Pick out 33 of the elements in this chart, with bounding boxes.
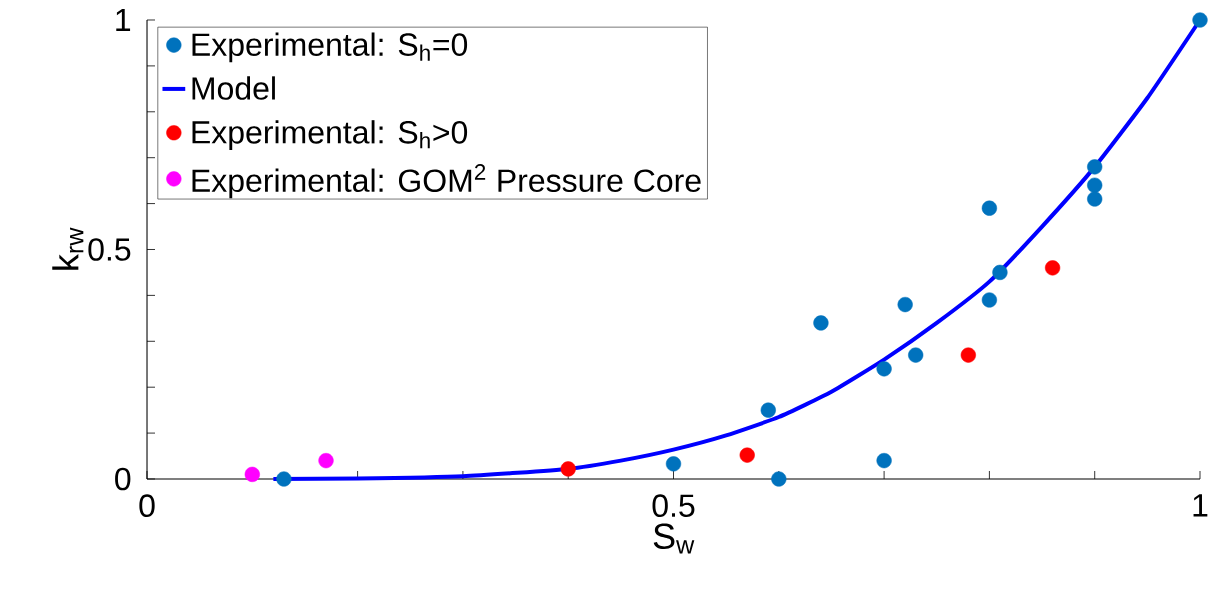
- point: [771, 471, 787, 487]
- point: [665, 456, 682, 472]
- point: [981, 200, 998, 216]
- y-axis-title: k$_{rw}$: [52, 227, 84, 270]
- point: [1087, 177, 1103, 193]
- x-tick-label: 0: [139, 494, 155, 518]
- point: [1087, 159, 1103, 175]
- point: [981, 292, 998, 308]
- point: [318, 453, 334, 469]
- y-tick-label: 0.5: [88, 238, 131, 261]
- point: [908, 347, 924, 363]
- legend-label: Model: [192, 76, 275, 100]
- point: [244, 466, 260, 482]
- point: [276, 471, 292, 487]
- x-axis-title: S$_{w}$: [653, 523, 695, 554]
- point: [1087, 191, 1103, 207]
- point: [897, 296, 913, 313]
- point: [1044, 260, 1061, 276]
- point: [813, 315, 829, 331]
- point: [992, 264, 1008, 281]
- point: [760, 402, 776, 418]
- point: [876, 453, 892, 469]
- point: [560, 461, 576, 477]
- point: [960, 347, 976, 363]
- y-tick-label: 0: [115, 467, 131, 491]
- legend-label: Experimental: GOM$^{2}$ Pressure Core: [192, 164, 701, 199]
- point: [876, 361, 892, 377]
- x-tick-label: 0.5: [652, 494, 695, 518]
- y-tick-label: 1: [116, 8, 131, 31]
- point: [739, 447, 755, 463]
- legend-label: Experimental: S$_{h}$>0: [192, 120, 468, 151]
- legend-label: Experimental: S$_{h}$=0: [192, 32, 468, 63]
- x-tick-label: 1: [1193, 494, 1208, 517]
